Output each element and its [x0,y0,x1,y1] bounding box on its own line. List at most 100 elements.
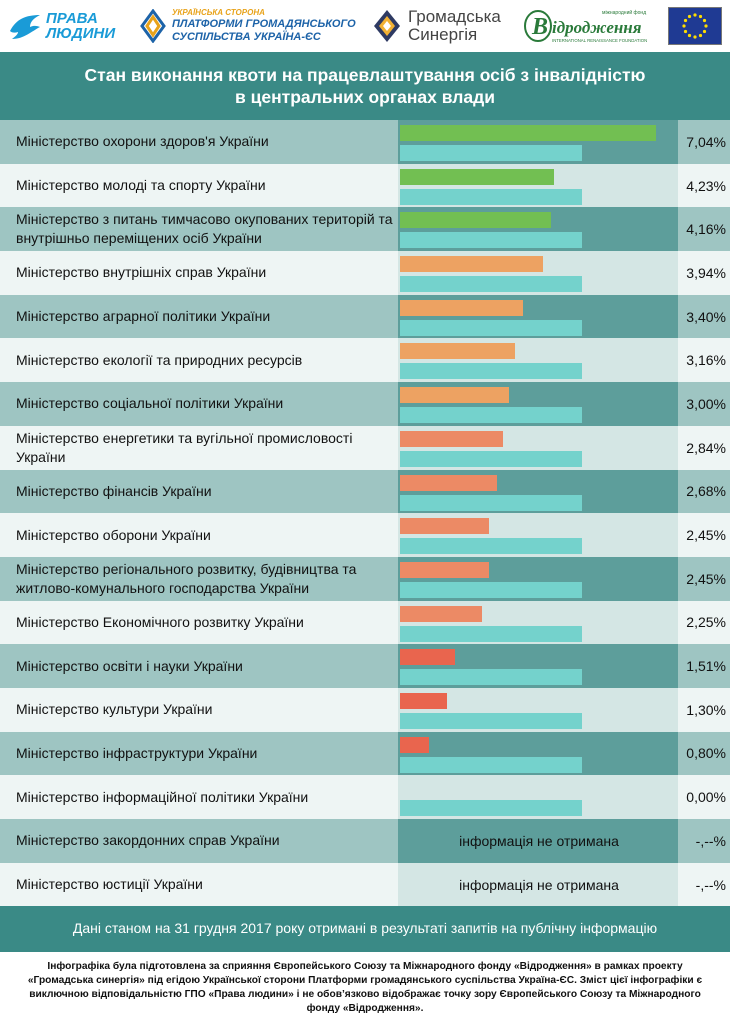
row-background [0,644,398,688]
svg-text:міжнародний фонд: міжнародний фонд [602,9,646,16]
chart-row: Міністерство освіти і науки України 1,51% [0,644,730,688]
quota-percent-label: 0,00% [686,789,726,806]
funding-disclaimer: Інфографіка була підготовлена за сприянн… [27,961,703,1014]
chart-header: Стан виконання квоти на працевлаштування… [0,52,730,120]
chart-row: Міністерство інформаційної політики Укра… [0,775,730,819]
quota-percent-label: 1,51% [686,658,726,675]
quota-reference-bar [400,581,582,598]
logo-text-line: СУСПІЛЬСТВА УКРАЇНА-ЄС [172,31,321,43]
row-background [0,120,398,164]
platform-emblem-icon [140,9,166,43]
chart-row: Міністерство з питань тимчасово окупован… [0,207,730,252]
quota-reference-bar [400,625,582,642]
quota-percent-label: 3,94% [686,264,726,281]
dove-icon [10,15,40,39]
quota-value-bar [400,168,554,185]
chart-row: Міністерство енергетики та вугільної про… [0,425,730,470]
quota-percent-label: 3,00% [686,395,726,412]
quota-percent-label: 2,25% [686,614,726,631]
quota-percent-label: 7,04% [686,133,726,150]
logo-text-line: ПЛАТФОРМИ ГРОМАДЯНСЬКОГО [172,18,356,30]
row-background [0,819,398,863]
irf-vidrodzhennia-logo: В ідродження міжнародний фонд INTERNATIO… [522,0,652,52]
row-background [0,687,398,732]
ministry-name: Міністерство регіонального розвитку, буд… [16,560,357,596]
row-background [0,731,398,776]
quota-value-bar [400,518,489,535]
chart-row: Міністерство фінансів України 2,68% [0,469,730,514]
quota-reference-bar [400,407,582,424]
chart-row: Міністерство молоді та спорту України 4,2… [0,163,730,208]
quota-percent-label: 1,30% [686,701,726,718]
hromadska-synergia-logo: Громадська Синергія [372,0,501,52]
chart-row: Міністерство соціальної політики України… [0,382,730,426]
row-background [678,163,730,208]
quota-reference-bar [400,756,582,773]
row-background [0,207,398,252]
quota-value-bar [400,561,489,578]
chart-row: Міністерство культури України 1,30% [0,687,730,732]
row-background [0,775,398,819]
logo-text-line: ПРАВА [46,10,98,27]
chart-footer: Дані станом на 31 грудня 2017 року отрим… [0,906,730,952]
quota-value-bar [400,256,544,273]
quota-percent-label: 4,23% [686,177,726,194]
row-background [0,338,398,383]
chart-row: Міністерство охорони здоров'я України 7,0… [0,120,730,164]
row-background [678,251,730,295]
row-background [0,382,398,426]
logo-text-line: УКРАЇНСЬКА СТОРОНА [172,8,265,17]
chart-title-line: в центральних органах влади [234,87,495,107]
chart-row: Міністерство екології та природних ресур… [0,338,730,383]
row-background [0,425,398,470]
row-background [398,862,678,907]
row-background [0,251,398,295]
row-background [678,775,730,819]
logo-text-line: ЛЮДИНИ [46,25,116,42]
row-background [0,556,398,601]
svg-text:В: В [531,14,548,40]
chart-row: Міністерство Економічного розвитку Украї… [0,600,730,645]
quota-reference-bar [400,232,582,249]
quota-percent-label: 4,16% [686,221,726,238]
ministry-name: Міністерство інформаційної політики Укра… [16,788,309,805]
row-background [678,513,730,557]
quota-reference-bar [400,669,582,686]
quota-percent-label: -,--% [695,832,726,849]
row-background [678,294,730,339]
no-data-label: інформація не отримана [459,876,619,893]
ministry-name: Міністерство соціальної політики України [16,395,284,412]
row-background [398,819,678,863]
data-date-note: Дані станом на 31 грудня 2017 року отрим… [72,920,658,936]
ministry-name: Міністерство освіти і науки України [16,657,243,674]
ministry-name: Міністерство аграрної політики України [16,308,271,325]
ministry-name: Міністерство інфраструктури України [16,744,258,761]
row-background [678,469,730,514]
svg-text:ідродження: ідродження [552,18,642,37]
quota-percent-label: 3,40% [686,308,726,325]
irf-wordmark-icon: В ідродження міжнародний фонд INTERNATIO… [524,9,647,43]
chart-row: Міністерство юстиції України інформація н… [0,862,730,907]
quota-value-bar [400,212,552,229]
quota-reference-bar [400,188,582,205]
row-background [678,382,730,426]
quota-percent-label: 3,16% [686,352,726,369]
row-background [678,120,730,164]
quota-reference-bar [400,494,582,511]
row-background [0,163,398,208]
row-background [678,644,730,688]
row-background [678,600,730,645]
ministry-name: Міністерство екології та природних ресур… [16,351,303,368]
ministry-name: Міністерство охорони здоров'я України [16,133,269,150]
row-background [0,862,398,907]
quota-percent-label: 2,45% [686,570,726,587]
quota-reference-bar [400,319,582,336]
quota-percent-label: 2,84% [686,439,726,456]
quota-reference-bar [400,145,582,161]
synergy-emblem-icon [374,10,400,42]
civil-society-platform-logo: УКРАЇНСЬКА СТОРОНА ПЛАТФОРМИ ГРОМАДЯНСЬК… [140,0,356,52]
chart-row: Міністерство регіонального розвитку, буд… [0,556,730,601]
chart-title-line: Стан виконання квоти на працевлаштування… [84,65,646,85]
row-background [0,294,398,339]
eu-stars-icon [682,13,708,39]
